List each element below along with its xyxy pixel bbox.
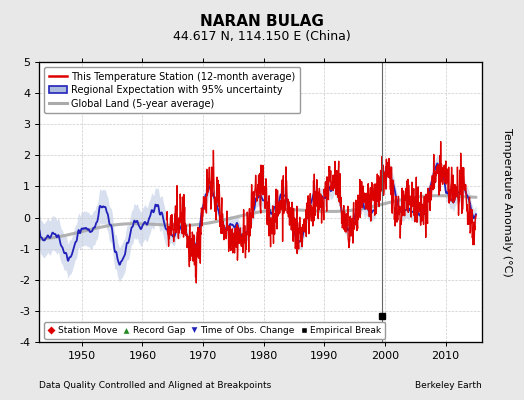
Text: Berkeley Earth: Berkeley Earth xyxy=(416,381,482,390)
Y-axis label: Temperature Anomaly (°C): Temperature Anomaly (°C) xyxy=(501,128,511,276)
Text: Data Quality Controlled and Aligned at Breakpoints: Data Quality Controlled and Aligned at B… xyxy=(39,381,271,390)
Text: 44.617 N, 114.150 E (China): 44.617 N, 114.150 E (China) xyxy=(173,30,351,43)
Text: NARAN BULAG: NARAN BULAG xyxy=(200,14,324,29)
Legend: Station Move, Record Gap, Time of Obs. Change, Empirical Break: Station Move, Record Gap, Time of Obs. C… xyxy=(44,322,386,339)
